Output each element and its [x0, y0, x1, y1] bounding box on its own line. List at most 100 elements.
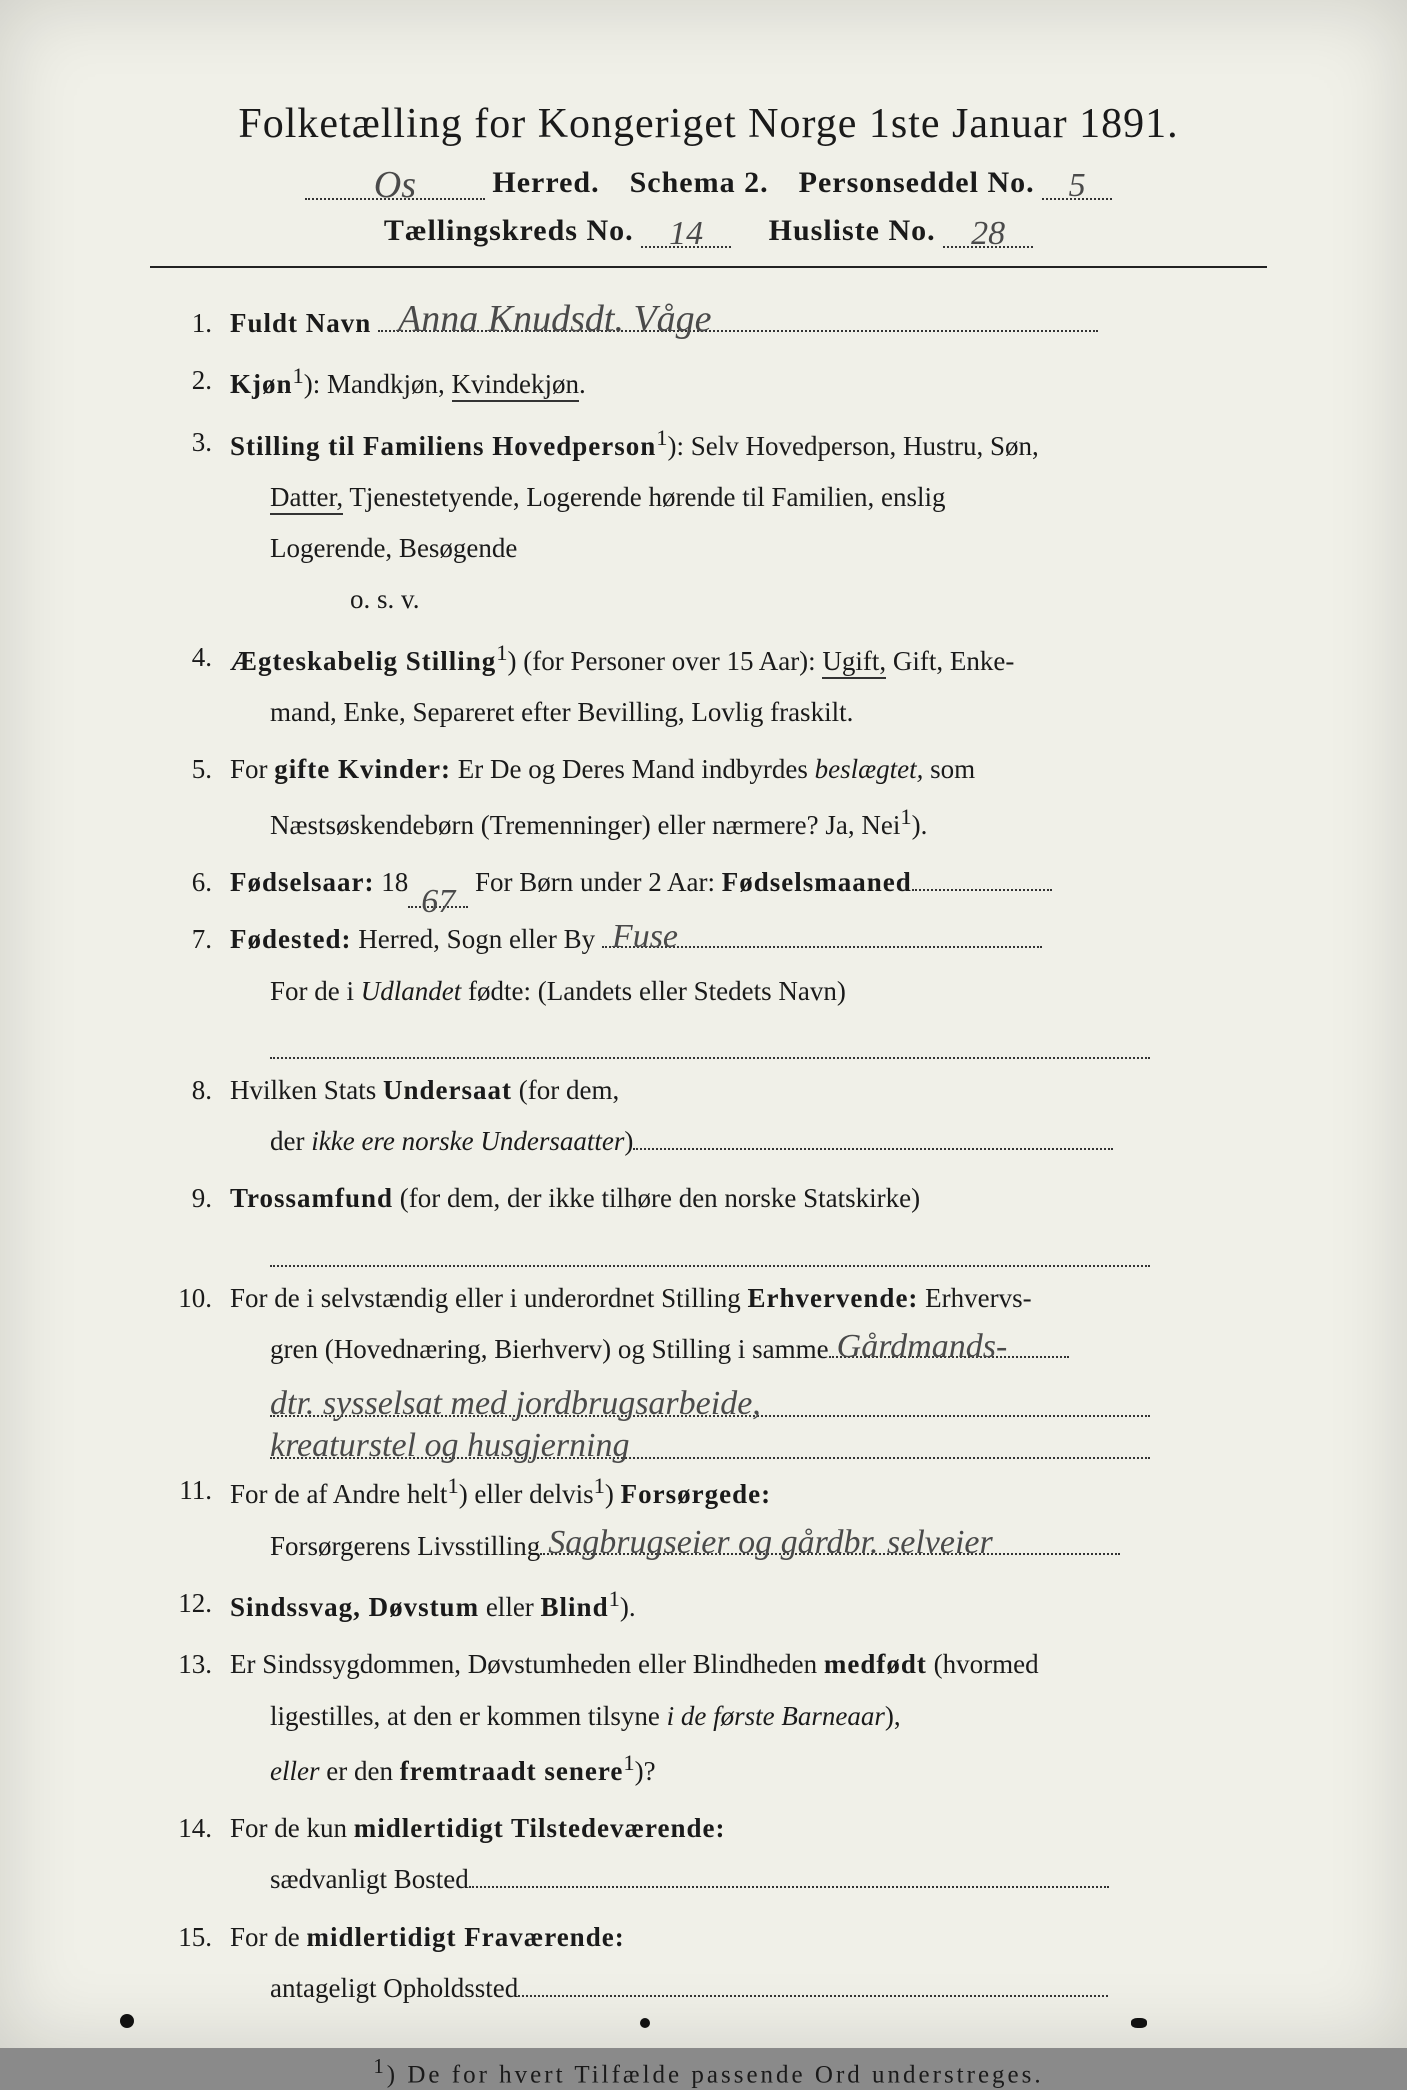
item-6-prefix: 18: [374, 867, 408, 897]
item-4-line2: mand, Enke, Separeret efter Bevilling, L…: [230, 697, 853, 727]
husliste-value: 28: [971, 220, 1005, 247]
item-13-l1b: (hvormed: [927, 1649, 1039, 1679]
item-3-line2: Tjenestetyende, Logerende hørende til Fa…: [343, 482, 945, 512]
item-3-line1: ): Selv Hovedperson, Hustru, Søn,: [668, 431, 1039, 461]
item-6: 6. Fødselsaar: 1867 For Børn under 2 Aar…: [150, 857, 1267, 908]
ink-spot: [1131, 2018, 1147, 2028]
item-2-text: ): Mandkjøn,: [304, 369, 452, 399]
item-11-l1c: ): [605, 1479, 621, 1509]
item-6-label: Fødselsaar:: [230, 867, 374, 897]
header-line-1: Os Herred. Schema 2. Personseddel No. 5: [150, 166, 1267, 200]
item-num: 11.: [150, 1465, 230, 1572]
sup: 1: [447, 1473, 458, 1498]
item-num: 10.: [150, 1273, 230, 1460]
item-13-l3b: )?: [635, 1756, 656, 1786]
ink-spot: [120, 2014, 134, 2028]
item-5-tail1: som: [923, 754, 975, 784]
item-12-label2: Blind: [541, 1592, 609, 1622]
item-6-value: 67: [421, 888, 455, 915]
item-7-text: Herred, Sogn eller By: [351, 924, 595, 954]
item-15: 15. For de midlertidigt Fraværende: anta…: [150, 1912, 1267, 2015]
divider-top: [150, 266, 1267, 268]
item-12-tail: ).: [620, 1592, 636, 1622]
footnote-text: ) De for hvert Tilfælde passende Ord und…: [387, 2062, 1044, 2089]
item-9-blank: [270, 1225, 1150, 1267]
item-9-label: Trossamfund: [230, 1183, 393, 1213]
item-13-l2b: ),: [885, 1701, 901, 1731]
header-line-2: Tællingskreds No. 14 Husliste No. 28: [150, 214, 1267, 248]
item-3: 3. Stilling til Familiens Hovedperson1):…: [150, 417, 1267, 626]
personseddel-value: 5: [1069, 172, 1086, 199]
item-11-l2: Forsørgerens Livsstilling: [230, 1531, 540, 1561]
item-14-l2: sædvanligt Bosted: [230, 1864, 469, 1894]
item-15-label: midlertidigt Fraværende:: [307, 1922, 625, 1952]
census-form-page: Folketælling for Kongeriget Norge 1ste J…: [0, 0, 1407, 2048]
item-5: 5. For gifte Kvinder: Er De og Deres Man…: [150, 744, 1267, 851]
item-10-v2: dtr. sysselsat med jordbrugsarbeide,: [270, 1390, 761, 1417]
item-4-underlined: Ugift,: [822, 646, 886, 679]
item-8-l2em: ikke ere norske Undersaatter: [311, 1126, 624, 1156]
item-10-bold: Erhvervende:: [747, 1283, 918, 1313]
item-num: 9.: [150, 1173, 230, 1266]
sup: 1: [623, 1750, 634, 1775]
item-3-line3: Logerende, Besøgende: [230, 533, 517, 563]
item-8-l2a: der: [270, 1126, 311, 1156]
item-11-l1a: For de af Andre helt: [230, 1479, 447, 1509]
husliste-label: Husliste No.: [769, 214, 936, 247]
item-10: 10. For de i selvstændig eller i underor…: [150, 1273, 1267, 1460]
item-15-prefix: For de: [230, 1922, 307, 1952]
item-13: 13. Er Sindssygdommen, Døvstumheden elle…: [150, 1639, 1267, 1797]
item-2-underlined: Kvindekjøn: [452, 369, 580, 402]
ink-spot: [640, 2018, 650, 2028]
schema-label: Schema 2.: [630, 166, 769, 199]
item-num: 8.: [150, 1065, 230, 1168]
item-9-text: (for dem, der ikke tilhøre den norske St…: [393, 1183, 920, 1213]
item-10-l1a: For de i selvstændig eller i underordnet…: [230, 1283, 747, 1313]
item-10-l2: gren (Hovednæring, Bierhverv) og Stillin…: [230, 1334, 829, 1364]
item-num: 2.: [150, 355, 230, 410]
item-4: 4. Ægteskabelig Stilling1) (for Personer…: [150, 632, 1267, 739]
item-num: 13.: [150, 1639, 230, 1797]
item-13-l1a: Er Sindssygdommen, Døvstumheden eller Bl…: [230, 1649, 824, 1679]
item-5-em1: beslægtet,: [815, 754, 924, 784]
item-13-l3em: eller: [270, 1756, 319, 1786]
item-5-tail2: ).: [912, 810, 928, 840]
item-13-bold: medfødt: [824, 1649, 927, 1679]
herred-label: Herred.: [492, 166, 599, 199]
item-2: 2. Kjøn1): Mandkjøn, Kvindekjøn.: [150, 355, 1267, 410]
item-1: 1. Fuldt Navn Anna Knudsdt. Våge: [150, 298, 1267, 349]
footnote: 1) De for hvert Tilfælde passende Ord un…: [150, 2054, 1267, 2089]
item-num: 15.: [150, 1912, 230, 2015]
item-9: 9. Trossamfund (for dem, der ikke tilhør…: [150, 1173, 1267, 1266]
item-12: 12. Sindssvag, Døvstum eller Blind1).: [150, 1578, 1267, 1633]
item-1-value: Anna Knudsdt. Våge: [398, 304, 711, 334]
item-14-prefix: For de kun: [230, 1813, 354, 1843]
sup: 1: [293, 363, 304, 388]
item-12-mid: eller: [479, 1592, 540, 1622]
item-8-label: Undersaat: [383, 1075, 512, 1105]
item-13-l3a: er den: [319, 1756, 399, 1786]
item-num: 3.: [150, 417, 230, 626]
item-num: 14.: [150, 1803, 230, 1906]
item-8: 8. Hvilken Stats Undersaat (for dem, der…: [150, 1065, 1267, 1168]
item-4-label: Ægteskabelig Stilling: [230, 646, 496, 676]
item-8-t1: Hvilken Stats: [230, 1075, 383, 1105]
item-num: 7.: [150, 914, 230, 1059]
item-10-v3: kreaturstel og husgjerning: [270, 1432, 630, 1459]
item-3-label: Stilling til Familiens Hovedperson: [230, 431, 656, 461]
item-num: 1.: [150, 298, 230, 349]
item-3-underlined: Datter,: [270, 482, 343, 515]
item-8-l2b: ): [624, 1126, 633, 1156]
item-7-l2em: Udlandet: [361, 976, 462, 1006]
item-7: 7. Fødested: Herred, Sogn eller By Fuse …: [150, 914, 1267, 1059]
item-15-l2: antageligt Opholdssted: [230, 1973, 518, 2003]
item-5-prefix: For: [230, 754, 274, 784]
kreds-value: 14: [669, 220, 703, 247]
item-4-mid: ) (for Personer over 15 Aar):: [508, 646, 823, 676]
item-num: 6.: [150, 857, 230, 908]
item-7-l2b: fødte: (Landets eller Stedets Navn): [461, 976, 846, 1006]
item-1-label: Fuldt Navn: [230, 308, 371, 338]
item-11: 11. For de af Andre helt1) eller delvis1…: [150, 1465, 1267, 1572]
item-num: 5.: [150, 744, 230, 851]
page-title: Folketælling for Kongeriget Norge 1ste J…: [150, 100, 1267, 148]
